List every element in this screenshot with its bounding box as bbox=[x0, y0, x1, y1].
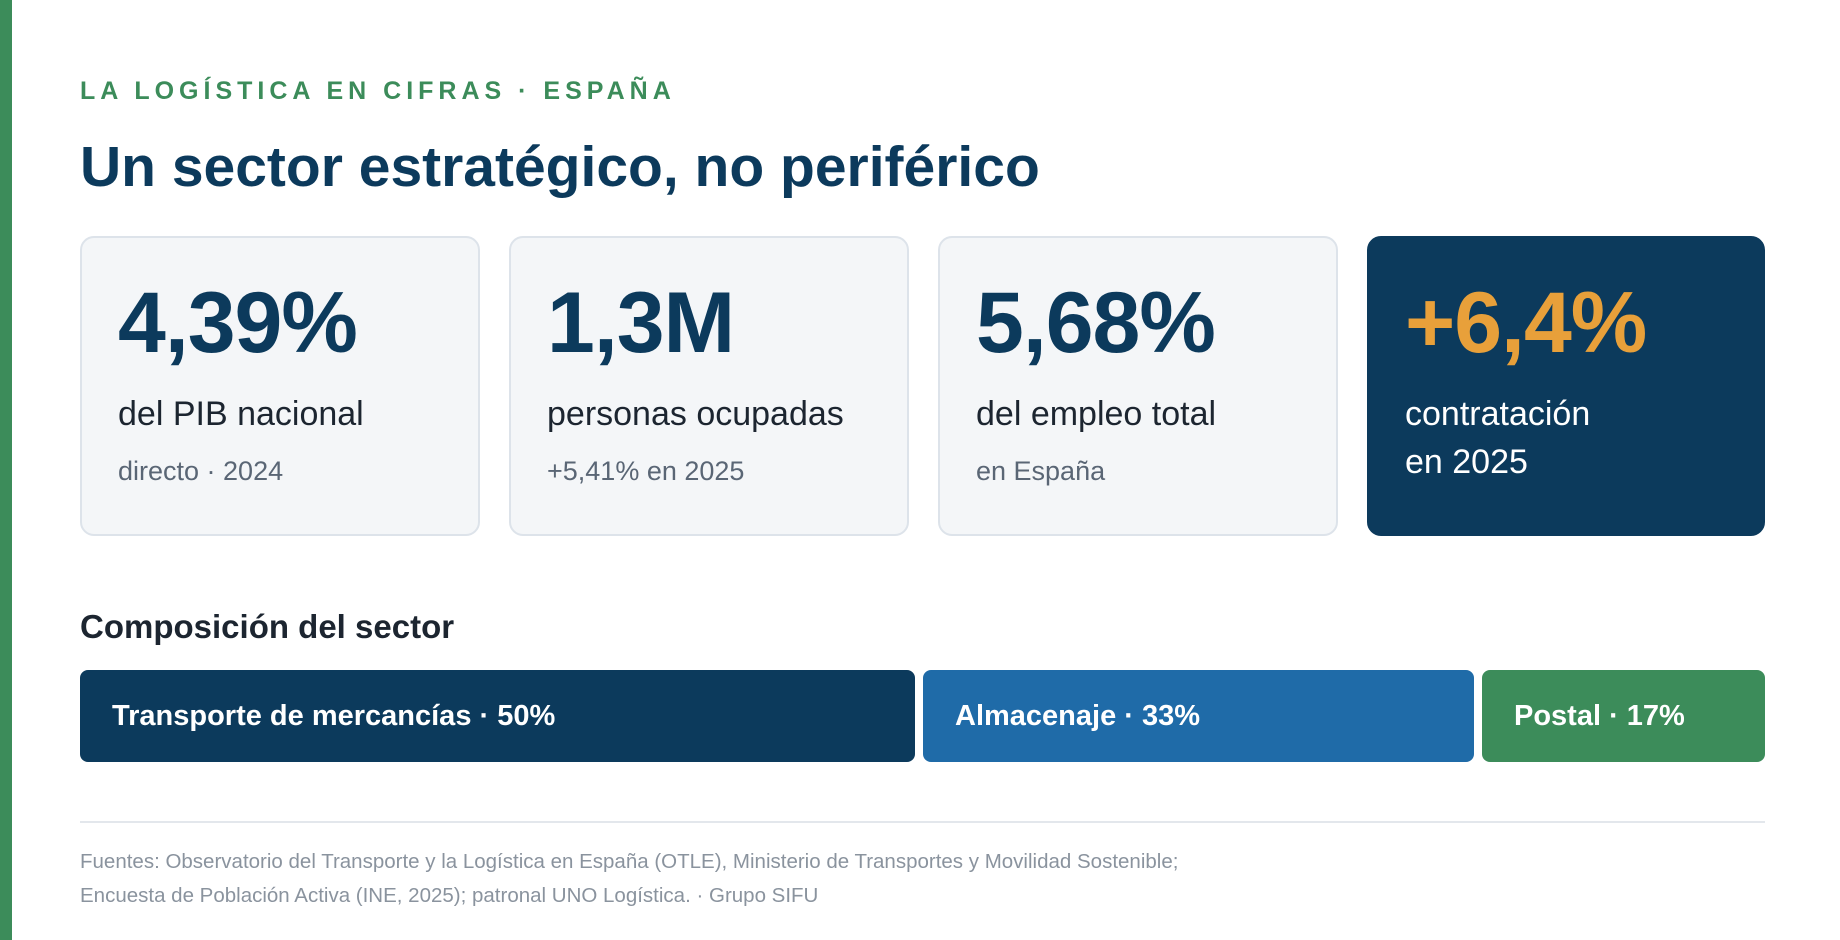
stat-value: 5,68% bbox=[976, 275, 1216, 371]
stat-label: del PIB nacional bbox=[118, 395, 364, 433]
sources-footnote: Fuentes: Observatorio del Transporte y l… bbox=[80, 845, 1178, 913]
composition-segment-label: Postal · 17% bbox=[1514, 699, 1685, 732]
composition-bar: Transporte de mercancías · 50% Almacenaje… bbox=[80, 670, 1765, 762]
stat-card-contratacion: +6,4% contratación en 2025 bbox=[1367, 236, 1765, 536]
divider bbox=[80, 821, 1765, 823]
composition-segment: Transporte de mercancías · 50% bbox=[80, 670, 915, 762]
stat-value: 1,3M bbox=[547, 275, 735, 371]
eyebrow-label: LA LOGÍSTICA EN CIFRAS · ESPAÑA bbox=[80, 77, 676, 105]
stat-card-pib: 4,39% del PIB nacional directo · 2024 bbox=[80, 236, 480, 536]
stat-label: del empleo total bbox=[976, 395, 1217, 433]
composition-segment-label: Almacenaje · 33% bbox=[955, 699, 1201, 732]
composition-segment-label: Transporte de mercancías · 50% bbox=[112, 699, 556, 732]
sources-line-2: Encuesta de Población Activa (INE, 2025)… bbox=[80, 884, 819, 907]
stat-label: contratación en 2025 bbox=[1405, 390, 1590, 486]
stat-note: +5,41% en 2025 bbox=[547, 456, 745, 486]
stat-label-line1: contratación bbox=[1405, 395, 1591, 433]
page-title: Un sector estratégico, no periférico bbox=[80, 135, 1040, 199]
stat-note: en España bbox=[976, 456, 1106, 486]
composition-title: Composición del sector bbox=[80, 608, 455, 645]
sources-line-1: Fuentes: Observatorio del Transporte y l… bbox=[80, 850, 1179, 873]
stat-label: personas ocupadas bbox=[547, 395, 844, 433]
composition-segment: Postal · 17% bbox=[1482, 670, 1765, 762]
composition-segment: Almacenaje · 33% bbox=[923, 670, 1474, 762]
stat-note: directo · 2024 bbox=[118, 456, 284, 486]
stat-value: +6,4% bbox=[1405, 275, 1647, 371]
stat-value: 4,39% bbox=[118, 275, 358, 371]
stat-card-empleo-total: 5,68% del empleo total en España bbox=[938, 236, 1338, 536]
stat-card-empleo: 1,3M personas ocupadas +5,41% en 2025 bbox=[509, 236, 909, 536]
accent-bar bbox=[0, 0, 12, 940]
stat-label-line2: en 2025 bbox=[1405, 443, 1528, 481]
